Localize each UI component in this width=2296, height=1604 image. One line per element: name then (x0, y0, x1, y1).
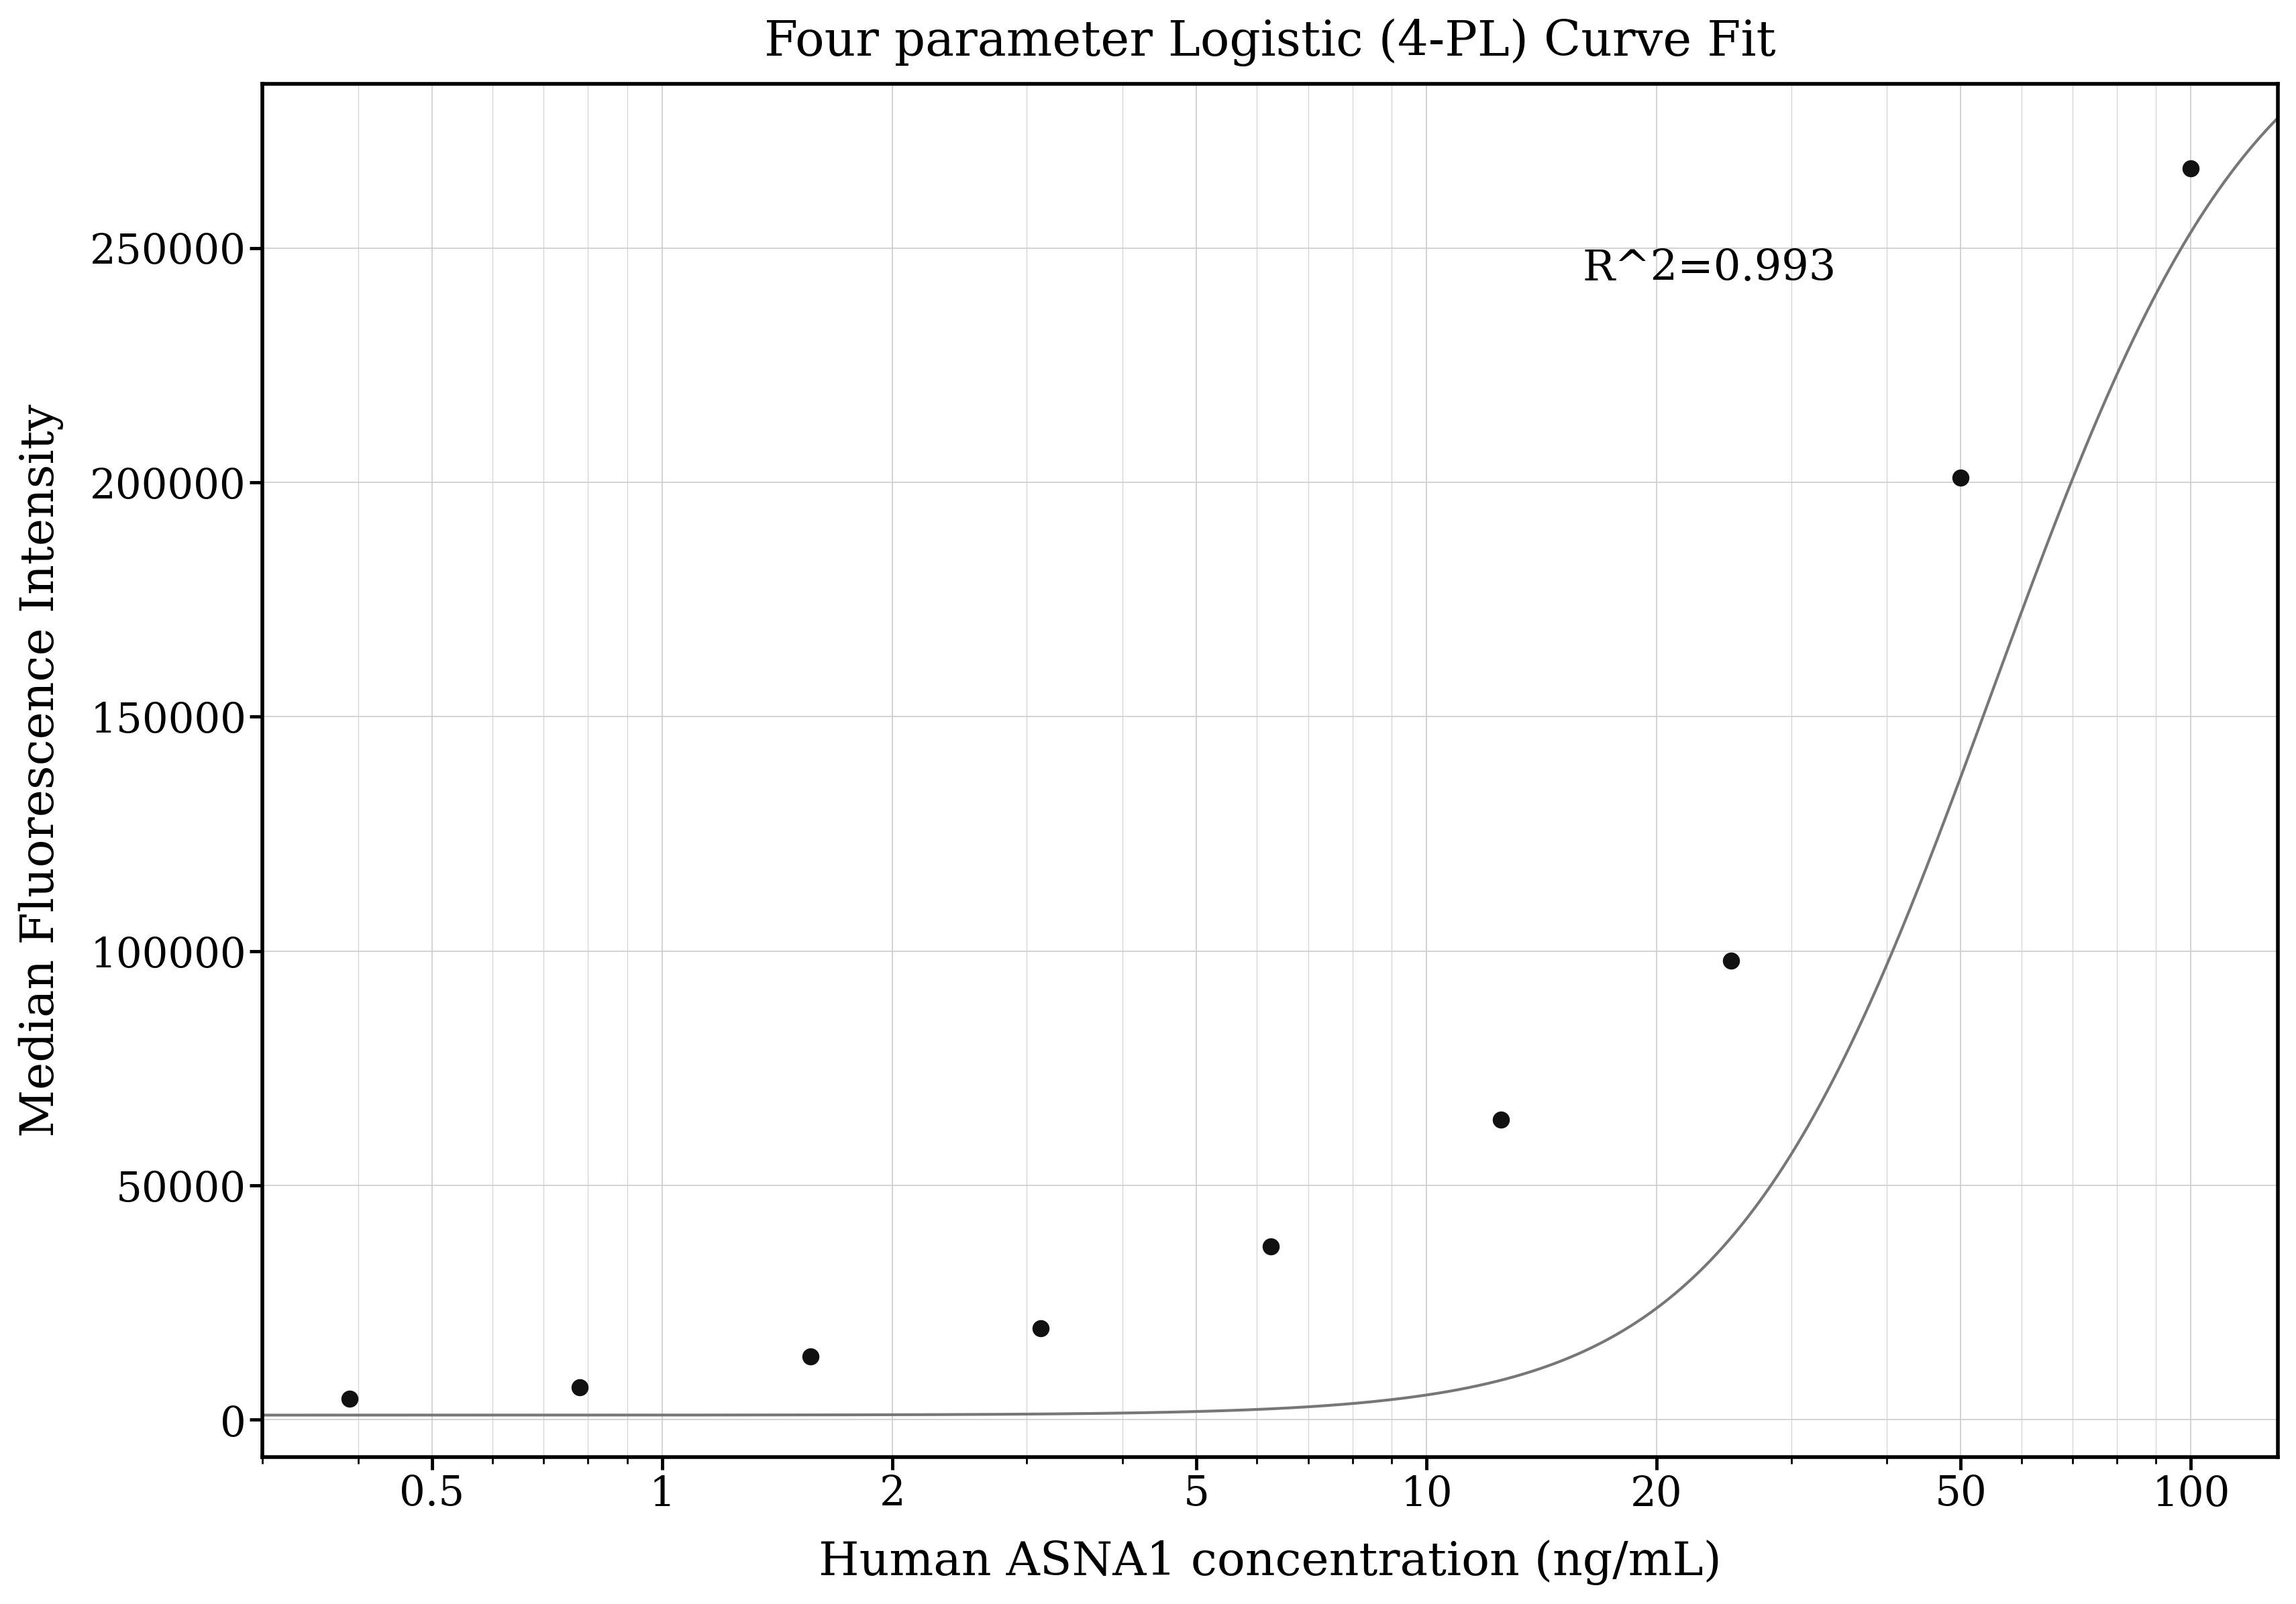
Point (1713, 948, 1750, 974)
X-axis label: Human ASNA1 concentration (ng/mL): Human ASNA1 concentration (ng/mL) (820, 1540, 1722, 1585)
Point (560, 1375, 597, 1400)
Point (331, 1386, 367, 1412)
Point (2172, 156, 2209, 181)
Text: R^2=0.993: R^2=0.993 (1582, 249, 1837, 289)
Point (1022, 1315, 1058, 1341)
Point (1942, 465, 1979, 491)
Title: Four parameter Logistic (4-PL) Curve Fit: Four parameter Logistic (4-PL) Curve Fit (765, 19, 1775, 67)
Point (792, 1344, 829, 1370)
Y-axis label: Median Fluorescence Intensity: Median Fluorescence Intensity (18, 404, 64, 1137)
Point (1251, 1233, 1288, 1259)
Point (1481, 1107, 1518, 1132)
